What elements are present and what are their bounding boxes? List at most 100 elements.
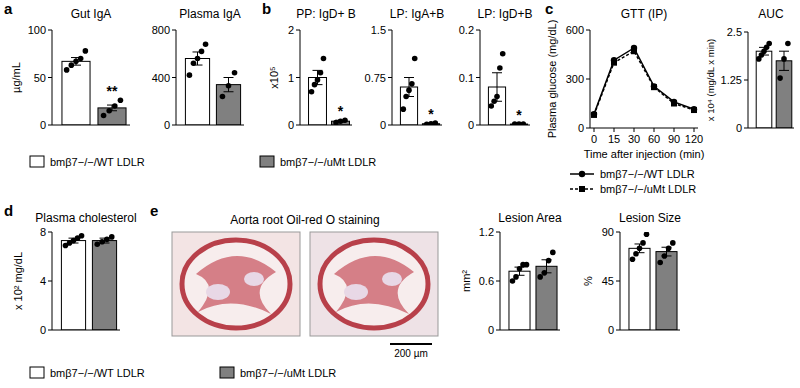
data-point [662,253,668,259]
y-tick [744,128,748,129]
panel-letter: d [4,202,13,219]
plot-area [309,56,350,125]
data-point [315,77,321,83]
y-tick [586,79,590,80]
y-tick [476,125,480,126]
y-tick [296,30,300,31]
y-tick-label: 100 [28,24,46,36]
data-point [64,67,70,73]
x-tick-label: 15 [608,133,620,145]
chart-title: GTT (IP) [621,7,667,21]
y-tick [296,77,300,78]
y-tick-label: 0.75 [365,72,386,84]
lumen [206,284,230,300]
data-point [488,103,494,109]
chart-title: Lesion Size [619,211,681,225]
y-tick-label: 1 [288,72,294,84]
y-tick [744,80,748,81]
legend-label: bmβ7−/−/uMt LDLR [280,156,376,168]
data-point [400,106,406,112]
y-tick [616,281,620,282]
y-tick [496,281,500,282]
data-point [781,56,787,62]
data-point [195,56,201,62]
plot-area [61,233,116,330]
y-tick [48,30,52,31]
data-point [640,240,646,246]
x-axis [52,330,120,331]
data-point [220,94,226,100]
y-tick [586,30,590,31]
annotation: * [516,107,522,123]
marker [671,101,677,107]
plot-area [756,41,792,128]
bar [756,51,772,128]
data-point [78,56,84,62]
data-point [226,83,232,89]
y-tick [586,128,590,129]
x-axis [480,125,530,126]
data-point [644,232,650,237]
legend-swatch [220,367,234,378]
y-tick-label: 0 [488,324,494,336]
lesion [196,256,276,314]
y-tick [616,330,620,331]
x-axis [748,128,794,129]
y-tick-label: 0.1 [459,72,474,84]
chart-title: AUC [758,7,784,21]
data-point [666,246,672,252]
data-point [106,108,112,114]
lumen [344,284,368,300]
data-point [94,241,100,247]
data-point [657,260,663,266]
data-point [309,89,315,95]
y-tick [48,77,52,78]
panel-letter: c [545,0,553,17]
y-axis-label: x 10² mg/dL [12,252,24,310]
marker [579,171,585,177]
chart-title: Lesion Area [498,211,562,225]
data-point [83,48,89,54]
plot-area [509,250,557,330]
x-axis [590,128,698,129]
data-point [403,94,409,100]
data-point [637,246,643,252]
chart-title: Gut IgA [71,7,112,21]
bar [629,248,650,330]
x-axis [620,330,680,331]
x-tick [694,128,695,132]
y-tick-label: 0 [288,119,294,131]
x-axis [500,330,560,331]
data-point [412,56,418,62]
y-tick-label: 0 [40,324,46,336]
chart-title: LP: IgD+B [477,7,532,21]
bar [656,252,677,330]
data-point [546,258,552,264]
data-point [104,237,110,243]
y-tick-label: 1.25 [721,74,742,86]
y-tick-label: 0 [380,119,386,131]
chart-title: LP: IgA+B [390,7,444,21]
x-axis [392,125,442,126]
y-tick [496,330,500,331]
micrograph [172,232,300,336]
legend-swatch [30,367,44,378]
y-tick [496,232,500,233]
image-title: Aorta root Oil-red O staining [230,213,379,227]
scale-bar-label: 200 µm [394,348,428,359]
x-axis [300,125,352,126]
marker [691,107,697,113]
data-point [537,274,543,280]
data-point [524,262,530,268]
y-tick-label: 600 [566,24,584,36]
y-tick-label: 300 [566,73,584,85]
error-bar [492,73,502,102]
y-tick-label: 0.6 [479,275,494,287]
y-tick [296,125,300,126]
marker [611,60,617,66]
data-point [542,270,548,276]
x-tick-label: 90 [668,133,680,145]
x-tick-label: 120 [685,133,703,145]
x-tick [594,128,595,132]
plot-area [591,45,697,118]
